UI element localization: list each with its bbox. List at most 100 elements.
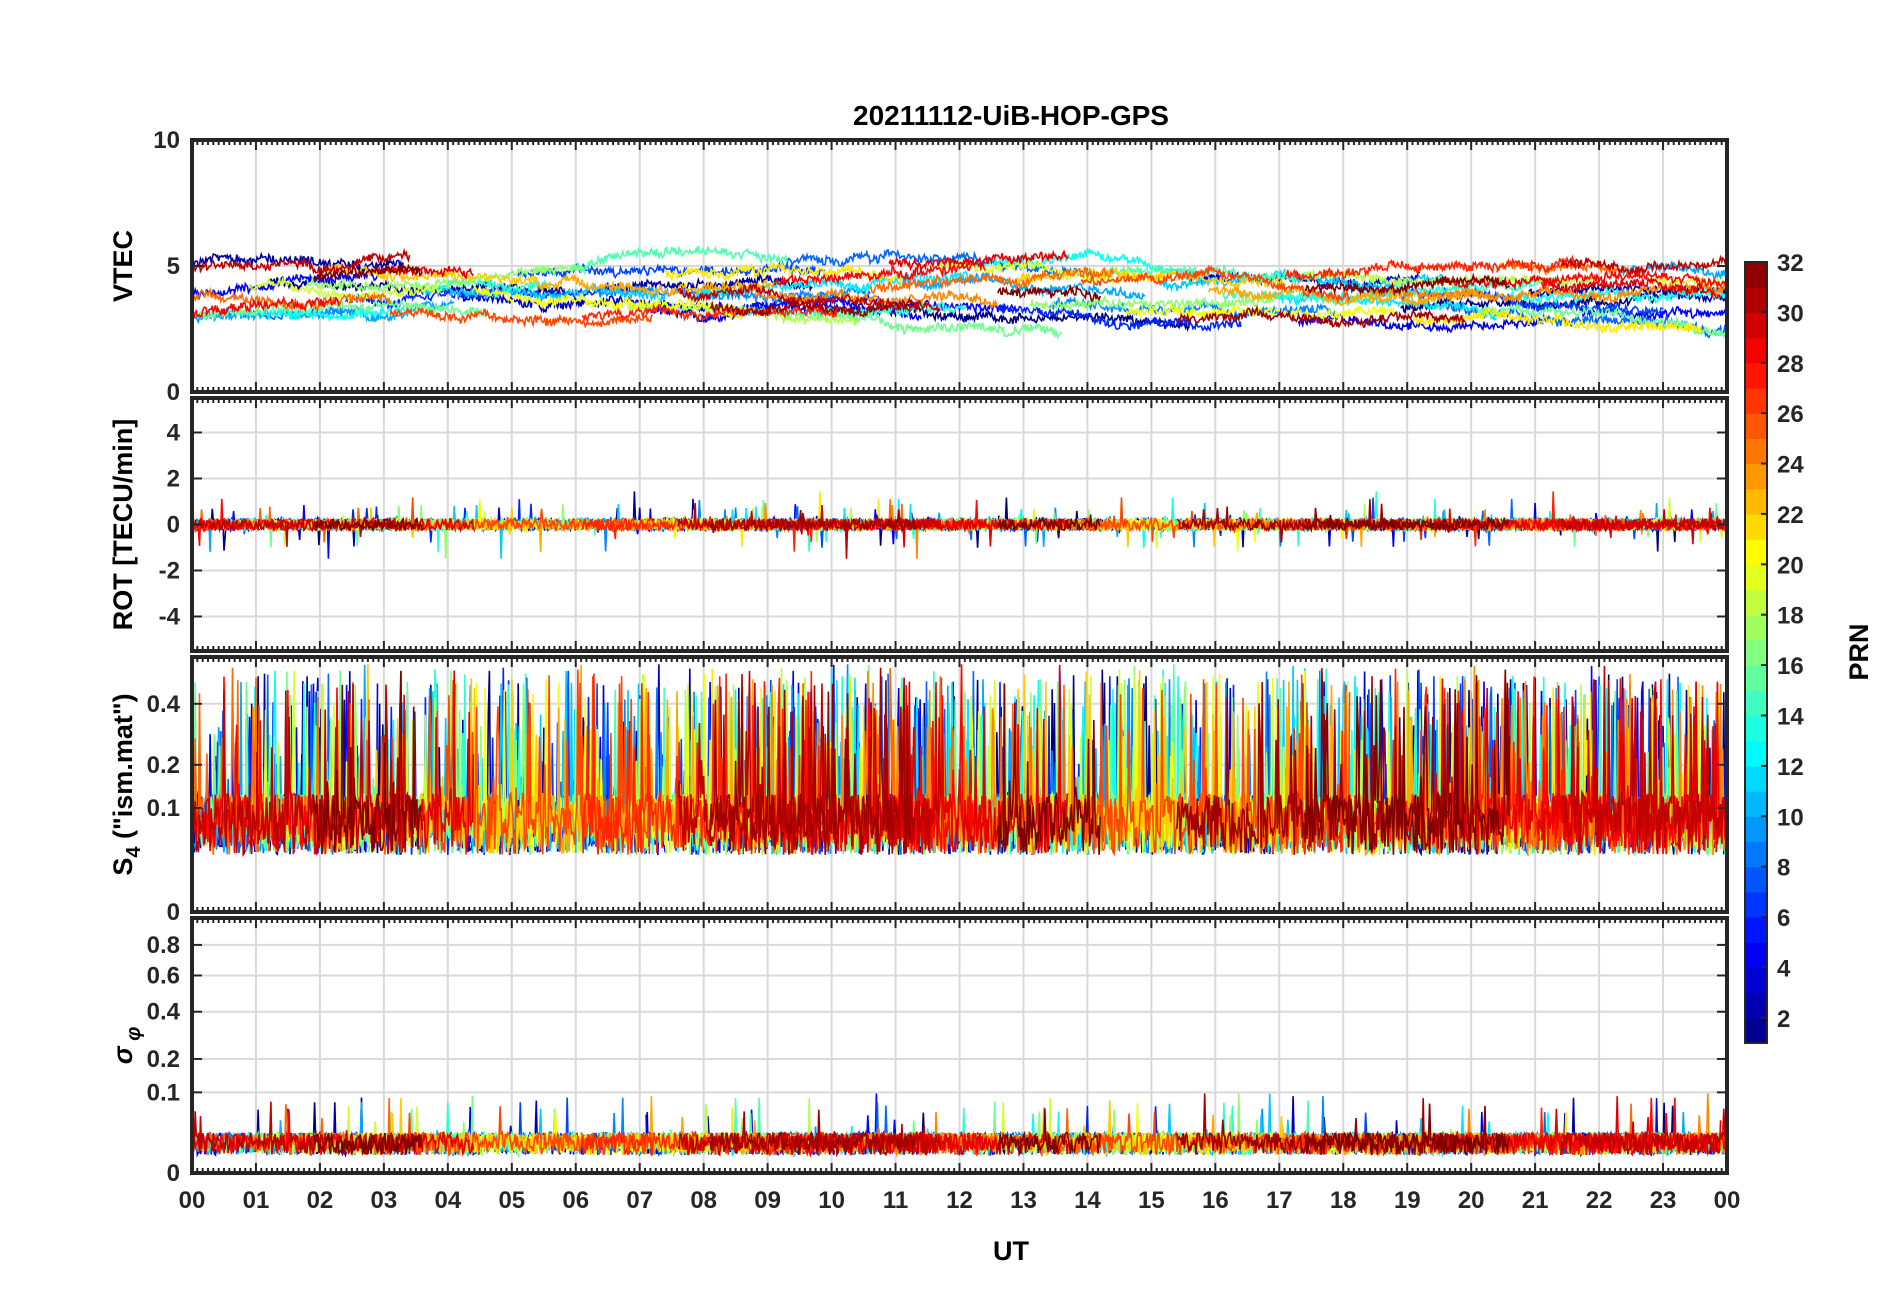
colorbar-swatch [1745,614,1767,641]
y-tick-label: 0.2 [147,752,180,779]
series-prn-29 [888,249,1069,273]
grid-sigma_phi [192,918,1727,1173]
colorbar-tick-label: 28 [1777,351,1804,378]
x-tick-label: 01 [243,1187,270,1214]
series-prn-16 [192,297,487,321]
panel-rot: -4 -2 0 2 4 ROT [TECU/min] [108,396,1729,653]
series-group-vtec [192,245,1727,341]
colorbar-swatch [1745,866,1767,893]
series-prn-17 [1029,291,1274,312]
colorbar-swatch [1745,287,1767,313]
colorbar-swatch [1745,715,1767,742]
colorbar-swatch [1745,488,1767,515]
colorbar-tick-label: 2 [1777,1006,1790,1033]
panel-s4: 0 0.1 0.2 0.4S4 ("ism.mat") [108,655,1729,926]
colorbar-swatch [1745,816,1767,843]
series-prn-24 [1368,509,1727,535]
colorbar-tick-label: 22 [1777,502,1804,529]
colorbar-label: PRN [1844,623,1874,680]
series-prn-29 [370,1132,475,1157]
series-prn-16 [1476,301,1727,341]
x-tick-label: 03 [371,1187,398,1214]
y-tick-label: 0.8 [147,932,180,959]
series-prn-32 [1304,272,1511,297]
series-prn-32 [997,1108,1101,1158]
colorbar-swatch [1745,967,1767,994]
colorbar-swatch [1745,564,1767,591]
series-prn-27 [581,516,839,552]
series-prn-26 [389,669,654,855]
colorbar-swatch [1745,917,1767,943]
x-tick-label: 08 [690,1187,717,1214]
series-prn-14 [427,275,551,294]
colorbar-tick-label: 26 [1777,401,1804,428]
series-prn-32 [997,284,1101,303]
colorbar-swatch [1745,312,1767,339]
series-prn-30 [192,683,411,857]
y-tick-label: -2 [159,558,180,585]
series-prn-11 [421,282,667,303]
x-tick-label: 21 [1522,1187,1549,1214]
colorbar-swatch [1745,665,1767,691]
x-tick-label: 16 [1202,1187,1229,1214]
y-tick-label: 0 [167,379,180,406]
series-prn-20 [1125,302,1396,321]
y-tick-label: 2 [167,466,180,493]
series-prn-32 [312,1133,423,1157]
series-prn-13 [236,306,411,323]
series-prn-26 [389,307,654,329]
series-prn-31 [1176,304,1466,329]
y-tick-label: 4 [167,420,181,447]
series-group-rot [192,491,1727,559]
x-tick-label: 10 [818,1187,845,1214]
series-prn-30 [677,283,941,314]
series-prn-32 [997,683,1101,855]
series-prn-19 [248,276,442,305]
series-prn-32 [1304,514,1511,533]
series-prn-6 [997,304,1242,333]
y-tick-label: 0.1 [147,795,180,822]
series-prn-25 [869,266,1114,295]
y-tick-label: 0.4 [147,999,181,1026]
series-prn-32 [1304,1103,1511,1156]
colorbar-swatch [1745,362,1767,389]
colorbar-tick-label: 12 [1777,754,1804,781]
colorbar-swatch [1745,891,1767,918]
series-prn-28 [192,295,340,318]
y-tick-label: 5 [167,253,180,280]
series-prn-30 [1559,1108,1727,1157]
series-prn-28 [1540,269,1727,290]
series-prn-32 [312,516,424,532]
series-prn-27 [581,303,839,324]
series-prn-20 [472,285,743,322]
series-prn-31 [709,296,916,319]
x-tick-label: 15 [1138,1187,1165,1214]
colorbar-swatch [1745,992,1767,1019]
series-prn-30 [1560,254,1727,277]
y-axis-label-vtec: VTEC [108,230,138,302]
colorbar-swatch [1745,639,1767,666]
y-tick-label: 0 [167,1160,180,1187]
colorbar-swatch [1745,513,1767,540]
series-prn-19 [939,669,1165,855]
colorbar-tick-label: 14 [1777,703,1804,730]
colorbar-swatch [1745,942,1767,969]
y-axis-label-sigma_phi: σ φ [108,1027,145,1065]
series-prn-27 [1284,254,1581,282]
colorbar-swatch [1745,740,1767,767]
x-tick-label: 19 [1394,1187,1421,1214]
x-tick-label: 05 [498,1187,525,1214]
x-tick-label: 06 [562,1187,589,1214]
series-prn-22 [325,263,539,286]
x-tick-label: 20 [1458,1187,1485,1214]
x-tick-label: 07 [626,1187,653,1214]
series-prn-28 [773,664,986,856]
x-tick-label: 23 [1650,1187,1677,1214]
x-tick-label: 09 [754,1187,781,1214]
x-tick-label: 22 [1586,1187,1613,1214]
colorbar-frame [1744,261,1768,1044]
colorbar-swatch [1745,690,1767,717]
colorbar-swatch [1745,765,1767,792]
colorbar-swatch [1745,841,1767,868]
series-prn-31 [709,667,916,855]
